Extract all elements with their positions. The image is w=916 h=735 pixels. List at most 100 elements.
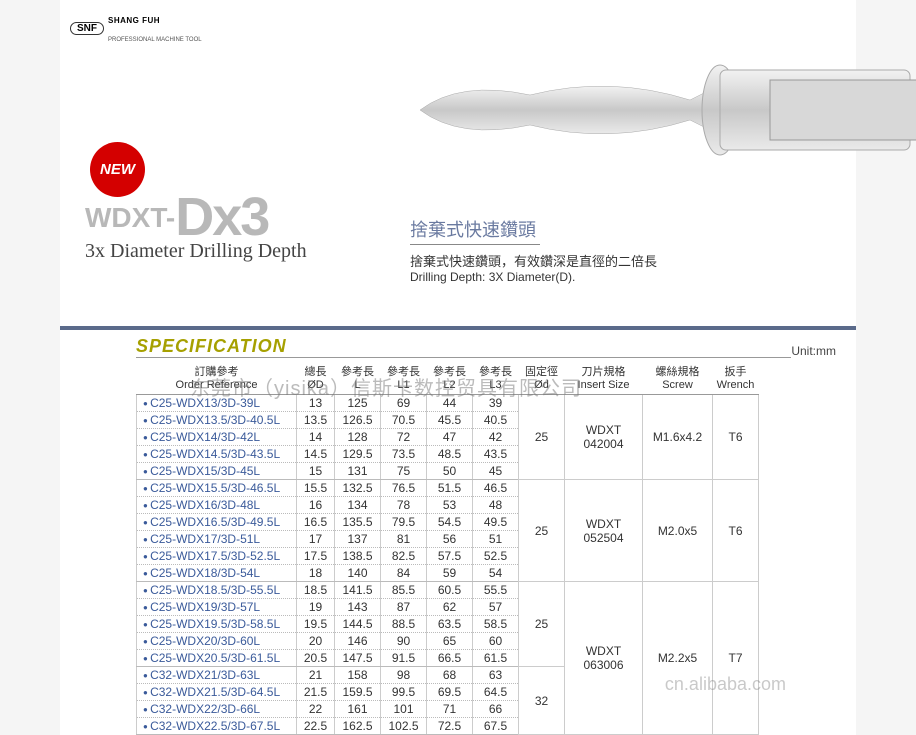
spec-value: 56 — [427, 531, 473, 548]
watermark-site: cn.alibaba.com — [665, 674, 786, 695]
spec-value: 131 — [335, 463, 381, 480]
desc-zh-title: 捨棄式快速鑽頭 — [410, 216, 540, 245]
table-row: C25-WDX18.5/3D-55.5L18.5141.585.560.555.… — [137, 582, 759, 599]
desc-en: Drilling Depth: 3X Diameter(D). — [410, 270, 657, 284]
order-ref: C25-WDX18/3D-54L — [137, 565, 297, 582]
spec-value: 128 — [335, 429, 381, 446]
spec-value: 60 — [473, 633, 519, 650]
spec-value: 49.5 — [473, 514, 519, 531]
screw-group: M1.6x4.2 — [643, 395, 713, 480]
spec-value: 55.5 — [473, 582, 519, 599]
spec-value: 90 — [381, 633, 427, 650]
spec-value: 71 — [427, 701, 473, 718]
description-block: 捨棄式快速鑽頭 捨棄式快速鑽頭，有效鑽深是直徑的二倍長 Drilling Dep… — [410, 216, 657, 284]
order-ref: C25-WDX20.5/3D-61.5L — [137, 650, 297, 667]
order-ref: C25-WDX15.5/3D-46.5L — [137, 480, 297, 497]
model-main: Dx3 — [175, 187, 268, 247]
spec-value: 54 — [473, 565, 519, 582]
spec-value: 50 — [427, 463, 473, 480]
order-ref: C25-WDX19/3D-57L — [137, 599, 297, 616]
spec-value: 102.5 — [381, 718, 427, 735]
spec-value: 137 — [335, 531, 381, 548]
model-subtitle: 3x Diameter Drilling Depth — [85, 240, 307, 263]
spec-value: 45 — [473, 463, 519, 480]
order-ref: C25-WDX17.5/3D-52.5L — [137, 548, 297, 565]
spec-value: 63 — [473, 667, 519, 684]
spec-value: 21.5 — [297, 684, 335, 701]
spec-value: 17.5 — [297, 548, 335, 565]
spec-header: 扳手Wrench — [713, 364, 759, 395]
spec-title: SPECIFICATION — [136, 336, 791, 358]
order-ref: C25-WDX14/3D-42L — [137, 429, 297, 446]
spec-value: 84 — [381, 565, 427, 582]
spec-value: 146 — [335, 633, 381, 650]
spec-value: 66 — [473, 701, 519, 718]
spec-header: 螺絲規格Screw — [643, 364, 713, 395]
spec-value: 48.5 — [427, 446, 473, 463]
spec-value: 85.5 — [381, 582, 427, 599]
spec-value: 20 — [297, 633, 335, 650]
spec-value: 19 — [297, 599, 335, 616]
brand-sub: PROFESSIONAL MACHINE TOOL — [108, 37, 202, 43]
spec-value: 19.5 — [297, 616, 335, 633]
spec-value: 15.5 — [297, 480, 335, 497]
spec-value: 16.5 — [297, 514, 335, 531]
order-ref: C25-WDX20/3D-60L — [137, 633, 297, 650]
wrench-group: T6 — [713, 480, 759, 582]
spec-value: 64.5 — [473, 684, 519, 701]
spec-value: 48 — [473, 497, 519, 514]
spec-value: 135.5 — [335, 514, 381, 531]
spec-value: 91.5 — [381, 650, 427, 667]
spec-value: 18.5 — [297, 582, 335, 599]
spec-value: 79.5 — [381, 514, 427, 531]
spec-value: 13.5 — [297, 412, 335, 429]
wrench-group: T6 — [713, 395, 759, 480]
drill-illustration — [410, 40, 916, 180]
spec-value: 72 — [381, 429, 427, 446]
spec-value: 158 — [335, 667, 381, 684]
spec-value: 129.5 — [335, 446, 381, 463]
order-ref: C25-WDX16.5/3D-49.5L — [137, 514, 297, 531]
spec-value: 67.5 — [473, 718, 519, 735]
spec-value: 14.5 — [297, 446, 335, 463]
order-ref: C25-WDX17/3D-51L — [137, 531, 297, 548]
spec-value: 17 — [297, 531, 335, 548]
spec-value: 60.5 — [427, 582, 473, 599]
spec-value: 143 — [335, 599, 381, 616]
spec-value: 53 — [427, 497, 473, 514]
order-ref: C25-WDX13.5/3D-40.5L — [137, 412, 297, 429]
wrench-group: T7 — [713, 582, 759, 735]
spec-value: 63.5 — [427, 616, 473, 633]
spec-value: 72.5 — [427, 718, 473, 735]
order-ref: C25-WDX19.5/3D-58.5L — [137, 616, 297, 633]
screw-group: M2.2x5 — [643, 582, 713, 735]
spec-value: 162.5 — [335, 718, 381, 735]
spec-value: 51.5 — [427, 480, 473, 497]
spec-value: 52.5 — [473, 548, 519, 565]
spec-value: 141.5 — [335, 582, 381, 599]
order-ref: C25-WDX16/3D-48L — [137, 497, 297, 514]
spec-value: 68 — [427, 667, 473, 684]
spec-value: 87 — [381, 599, 427, 616]
spec-value: 42 — [473, 429, 519, 446]
insert-group: WDXT042004 — [565, 395, 643, 480]
order-ref: C32-WDX22/3D-66L — [137, 701, 297, 718]
order-ref: C25-WDX15/3D-45L — [137, 463, 297, 480]
spec-value: 147.5 — [335, 650, 381, 667]
order-ref: C25-WDX18.5/3D-55.5L — [137, 582, 297, 599]
spec-value: 14 — [297, 429, 335, 446]
spec-value: 98 — [381, 667, 427, 684]
spec-value: 45.5 — [427, 412, 473, 429]
spec-value: 78 — [381, 497, 427, 514]
spec-value: 140 — [335, 565, 381, 582]
spec-value: 59 — [427, 565, 473, 582]
od-group: 32 — [519, 667, 565, 735]
spec-value: 159.5 — [335, 684, 381, 701]
order-ref: C32-WDX22.5/3D-67.5L — [137, 718, 297, 735]
insert-group: WDXT052504 — [565, 480, 643, 582]
spec-value: 134 — [335, 497, 381, 514]
spec-value: 75 — [381, 463, 427, 480]
new-badge: NEW — [90, 142, 145, 197]
spec-value: 65 — [427, 633, 473, 650]
spec-value: 46.5 — [473, 480, 519, 497]
